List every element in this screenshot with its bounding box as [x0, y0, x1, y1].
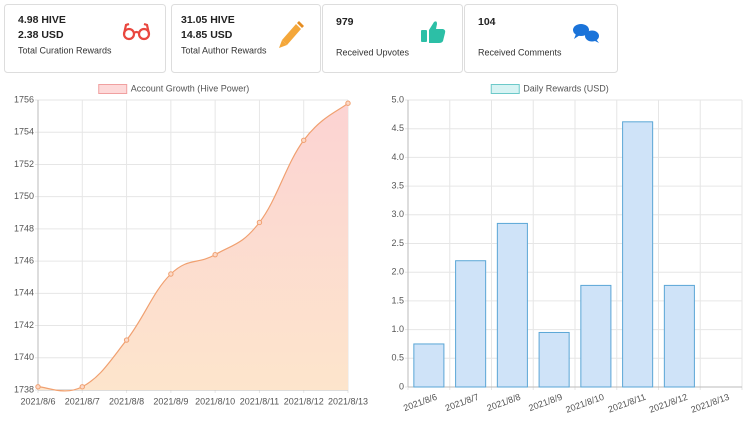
- card-label: Total Curation Rewards: [18, 45, 112, 55]
- legend-label: Daily Rewards (USD): [523, 83, 609, 93]
- x-tick-label: 2021/8/12: [284, 396, 324, 406]
- y-tick-label: 0.5: [391, 353, 404, 363]
- card-label: Total Author Rewards: [181, 45, 267, 55]
- y-tick-label: 4.0: [391, 152, 404, 162]
- x-tick-label: 2021/8/11: [607, 392, 647, 415]
- y-tick-label: 1756: [14, 94, 34, 104]
- bar: [580, 284, 612, 388]
- y-tick-label: 1740: [14, 352, 34, 362]
- card-value: 31.05 HIVE: [181, 14, 235, 26]
- bar: [413, 343, 445, 388]
- y-tick-label: 1742: [14, 320, 34, 330]
- bar: [622, 121, 654, 388]
- pencil-icon: [279, 21, 304, 48]
- point: [212, 251, 218, 258]
- legend-swatch: [98, 84, 128, 94]
- bar: [538, 331, 570, 388]
- y-tick-label: 1752: [14, 159, 34, 169]
- y-tick-label: 5.0: [391, 94, 404, 104]
- card: 104 Received Comments: [464, 4, 618, 73]
- card-value: 14.85 USD: [181, 29, 233, 41]
- y-tick-label: 2.5: [391, 238, 404, 248]
- y-tick-label: 1.0: [391, 324, 404, 334]
- card-box: [171, 4, 321, 73]
- point: [35, 384, 41, 390]
- card: 979 Received Upvotes: [322, 4, 463, 73]
- x-tick-label: 2021/8/11: [240, 396, 279, 406]
- y-tick-label: 1738: [14, 384, 34, 394]
- point: [168, 271, 174, 277]
- x-tick-label: 2021/8/10: [564, 392, 605, 415]
- x-tick-label: 2021/8/8: [486, 392, 522, 413]
- card: 4.98 HIVE 2.38 USD Total Curation Reward…: [4, 4, 166, 73]
- y-tick-label: 1750: [14, 191, 34, 201]
- glasses-icon: [122, 22, 151, 41]
- y-tick-label: 4.5: [391, 123, 404, 133]
- point: [79, 384, 85, 390]
- y-tick-label: 1744: [14, 288, 34, 298]
- x-tick-label: 2021/8/7: [444, 392, 480, 413]
- y-tick-label: 1.5: [391, 295, 404, 305]
- y-tick-label: 1754: [14, 127, 34, 137]
- card-label: Received Upvotes: [336, 47, 410, 57]
- bar: [496, 222, 528, 388]
- x-tick-label: 2021/8/6: [20, 396, 55, 406]
- card-box: [322, 4, 463, 73]
- card-box: [4, 4, 166, 73]
- point: [345, 100, 351, 106]
- x-tick-label: 2021/8/7: [65, 396, 100, 406]
- card-value: 104: [478, 16, 496, 28]
- y-tick-label: 2.0: [391, 267, 404, 277]
- x-tick-label: 2021/8/12: [648, 392, 689, 415]
- card-label: Received Comments: [478, 47, 562, 57]
- card-box: [464, 4, 618, 73]
- point: [301, 137, 307, 143]
- legend-swatch: [490, 84, 520, 94]
- x-tick-label: 2021/8/10: [195, 396, 235, 406]
- comments-icon: [573, 24, 599, 43]
- x-tick-label: 2021/8/13: [690, 392, 731, 415]
- y-tick-label: 3.0: [391, 209, 404, 219]
- line: [37, 102, 349, 392]
- x-tick-label: 2021/8/9: [527, 392, 563, 413]
- x-tick-label: 2021/8/6: [402, 392, 438, 413]
- thumbs-up-icon: [421, 21, 446, 43]
- point: [123, 337, 130, 343]
- y-tick-label: 1748: [14, 223, 34, 233]
- point: [256, 219, 263, 226]
- bar: [455, 260, 487, 388]
- area: [38, 103, 348, 391]
- x-tick-label: 2021/8/13: [328, 396, 368, 406]
- x-tick-label: 2021/8/8: [109, 396, 144, 406]
- bar: [663, 284, 695, 388]
- y-tick-label: 3.5: [391, 180, 404, 190]
- x-tick-label: 2021/8/9: [153, 396, 188, 406]
- card-value: 979: [336, 16, 354, 28]
- card-value: 2.38 USD: [18, 29, 64, 41]
- y-tick-label: 1746: [14, 255, 34, 265]
- card: 31.05 HIVE 14.85 USD Total Author Reward…: [171, 4, 321, 73]
- card-value: 4.98 HIVE: [18, 14, 66, 26]
- legend-label: Account Growth (Hive Power): [131, 83, 250, 93]
- y-tick-label: 0: [399, 381, 404, 391]
